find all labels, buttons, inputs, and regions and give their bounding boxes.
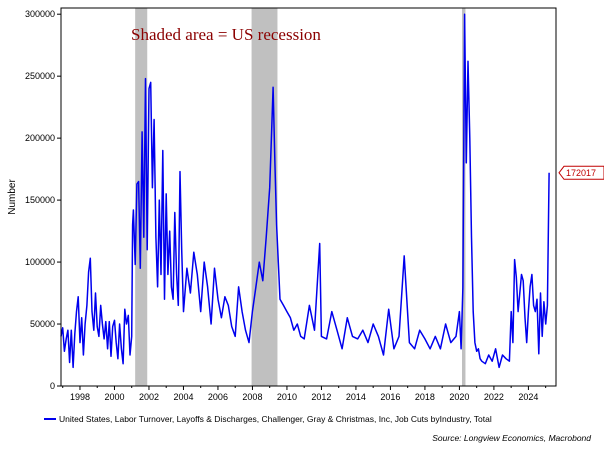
x-tick-label: 2018 [415, 392, 435, 402]
x-tick-label: 2002 [139, 392, 159, 402]
last-value-callout: 172017 [558, 165, 604, 180]
recession-band-2 [251, 8, 278, 386]
x-tick-label: 2008 [242, 392, 262, 402]
x-tick-label: 1998 [70, 392, 90, 402]
series-line-1 [60, 13, 550, 369]
y-tick-label: 100000 [25, 257, 55, 267]
x-tick-label: 2016 [380, 392, 400, 402]
recession-shading [135, 8, 466, 386]
x-tick-label: 2006 [208, 392, 228, 402]
x-tick-label: 2004 [173, 392, 193, 402]
last-value-label: 172017 [566, 168, 596, 178]
y-tick-label: 300000 [25, 9, 55, 19]
series-line-group [60, 13, 550, 369]
x-tick-label: 2010 [277, 392, 297, 402]
y-tick-label: 150000 [25, 195, 55, 205]
legend-label: United States, Labor Turnover, Layoffs &… [59, 414, 492, 424]
y-tick-label: 200000 [25, 133, 55, 143]
legend: United States, Labor Turnover, Layoffs &… [44, 414, 492, 424]
x-tick-label: 2000 [104, 392, 124, 402]
x-tick-label: 2024 [518, 392, 538, 402]
recession-annotation: Shaded area = US recession [131, 25, 321, 44]
x-tick-label: 2012 [311, 392, 331, 402]
last-value-callout-box [558, 165, 604, 180]
y-tick-label: 250000 [25, 71, 55, 81]
x-axis: 1998 2000 2002 2004 2006 2008 2010 2012 2014 2016… [62, 386, 547, 402]
plot-area-frame [60, 7, 557, 387]
x-tick-label: 2014 [346, 392, 366, 402]
y-tick-label: 50000 [30, 319, 55, 329]
x-tick-label: 2020 [449, 392, 469, 402]
y-axis: 0 50000 100000 150000 200000 250000 300000 [25, 9, 61, 391]
source-note: Source: Longview Economics, Macrobond [432, 433, 591, 443]
y-axis-title: Number [7, 179, 18, 215]
y-tick-label: 0 [50, 381, 55, 391]
x-tick-label: 2022 [484, 392, 504, 402]
